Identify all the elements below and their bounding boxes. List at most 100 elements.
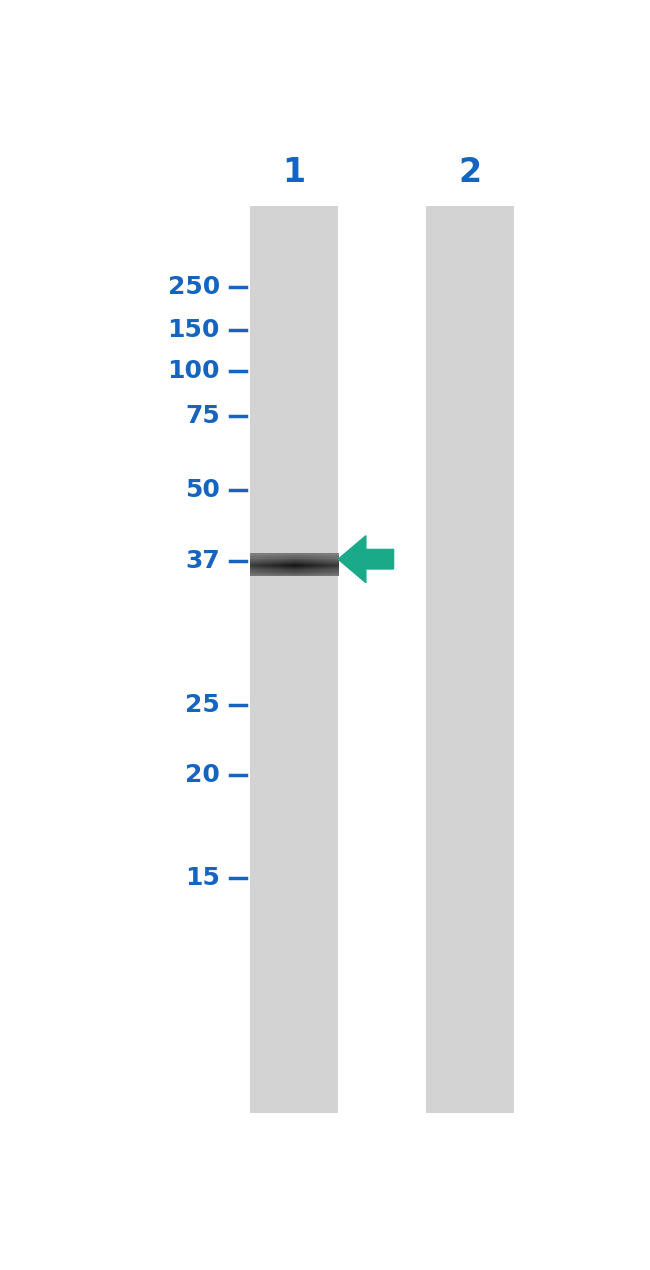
Bar <box>327 559 330 561</box>
Bar <box>279 574 281 575</box>
Bar <box>327 561 330 564</box>
Bar <box>316 572 319 574</box>
Bar <box>316 561 319 563</box>
Bar <box>318 561 321 563</box>
Bar <box>265 566 268 568</box>
Bar <box>261 569 264 572</box>
Bar <box>265 568 268 569</box>
Bar <box>261 559 264 561</box>
Bar <box>336 561 339 563</box>
Bar <box>294 555 297 558</box>
Bar <box>309 563 312 565</box>
Bar <box>303 561 306 564</box>
Bar <box>292 568 294 569</box>
Bar <box>332 563 334 565</box>
Bar <box>318 554 321 555</box>
Bar <box>287 560 290 561</box>
Bar <box>325 570 328 573</box>
Bar <box>270 565 272 568</box>
Bar <box>281 563 283 565</box>
Bar <box>325 568 328 569</box>
Bar <box>281 566 283 568</box>
Bar <box>276 568 279 569</box>
Bar <box>276 561 279 563</box>
Bar <box>274 564 277 566</box>
Bar <box>301 561 304 564</box>
Bar <box>320 569 323 570</box>
Bar <box>252 558 255 560</box>
Bar <box>287 564 290 566</box>
Bar <box>283 561 286 564</box>
Bar <box>327 566 330 568</box>
Bar <box>316 558 319 560</box>
Bar <box>323 565 326 568</box>
Bar <box>323 561 326 563</box>
Bar <box>323 555 326 556</box>
Bar <box>283 563 286 565</box>
Bar <box>287 570 290 573</box>
Bar <box>276 572 279 574</box>
Bar <box>259 566 261 568</box>
Bar <box>332 556 334 559</box>
Bar <box>305 555 308 556</box>
Bar <box>263 555 266 556</box>
Text: 150: 150 <box>168 319 220 343</box>
Bar <box>325 569 328 572</box>
Bar <box>314 569 317 570</box>
Bar <box>336 559 339 561</box>
Bar <box>259 574 261 575</box>
Bar <box>323 570 326 573</box>
Bar <box>307 558 310 560</box>
Bar <box>314 566 317 568</box>
Bar <box>268 558 270 560</box>
Bar <box>426 206 515 1113</box>
Bar <box>250 569 253 570</box>
Bar <box>257 561 259 563</box>
Bar <box>261 563 264 565</box>
Bar <box>305 566 308 568</box>
Bar <box>307 570 310 573</box>
Bar <box>257 573 259 575</box>
Bar <box>316 566 319 568</box>
Bar <box>270 559 272 561</box>
Bar <box>316 565 319 568</box>
Bar <box>274 555 277 556</box>
Bar <box>272 561 275 564</box>
Bar <box>292 560 294 561</box>
Bar <box>261 574 264 575</box>
Bar <box>292 554 294 555</box>
Bar <box>312 569 315 570</box>
Bar <box>298 566 301 568</box>
Bar <box>285 555 288 556</box>
Bar <box>294 558 297 560</box>
Bar <box>261 554 264 555</box>
Bar <box>332 573 334 575</box>
Bar <box>250 561 253 564</box>
Bar <box>257 566 259 568</box>
Bar <box>312 556 315 559</box>
Bar <box>327 561 330 563</box>
Bar <box>285 558 288 560</box>
Bar <box>325 556 328 559</box>
Bar <box>303 565 306 568</box>
Bar <box>325 560 328 561</box>
Text: 20: 20 <box>185 763 220 787</box>
Bar <box>305 561 308 563</box>
Text: 15: 15 <box>185 866 220 890</box>
Bar <box>316 570 319 573</box>
Bar <box>325 572 328 574</box>
Bar <box>325 561 328 564</box>
Bar <box>250 570 253 573</box>
Bar <box>296 565 299 568</box>
Bar <box>332 572 334 574</box>
Bar <box>290 555 292 558</box>
Bar <box>320 554 323 555</box>
Bar <box>323 555 326 558</box>
Bar <box>333 569 337 572</box>
Bar <box>290 564 292 566</box>
Bar <box>296 570 299 573</box>
Bar <box>261 566 264 568</box>
Bar <box>259 564 261 566</box>
Bar <box>281 572 283 574</box>
Bar <box>296 564 299 566</box>
